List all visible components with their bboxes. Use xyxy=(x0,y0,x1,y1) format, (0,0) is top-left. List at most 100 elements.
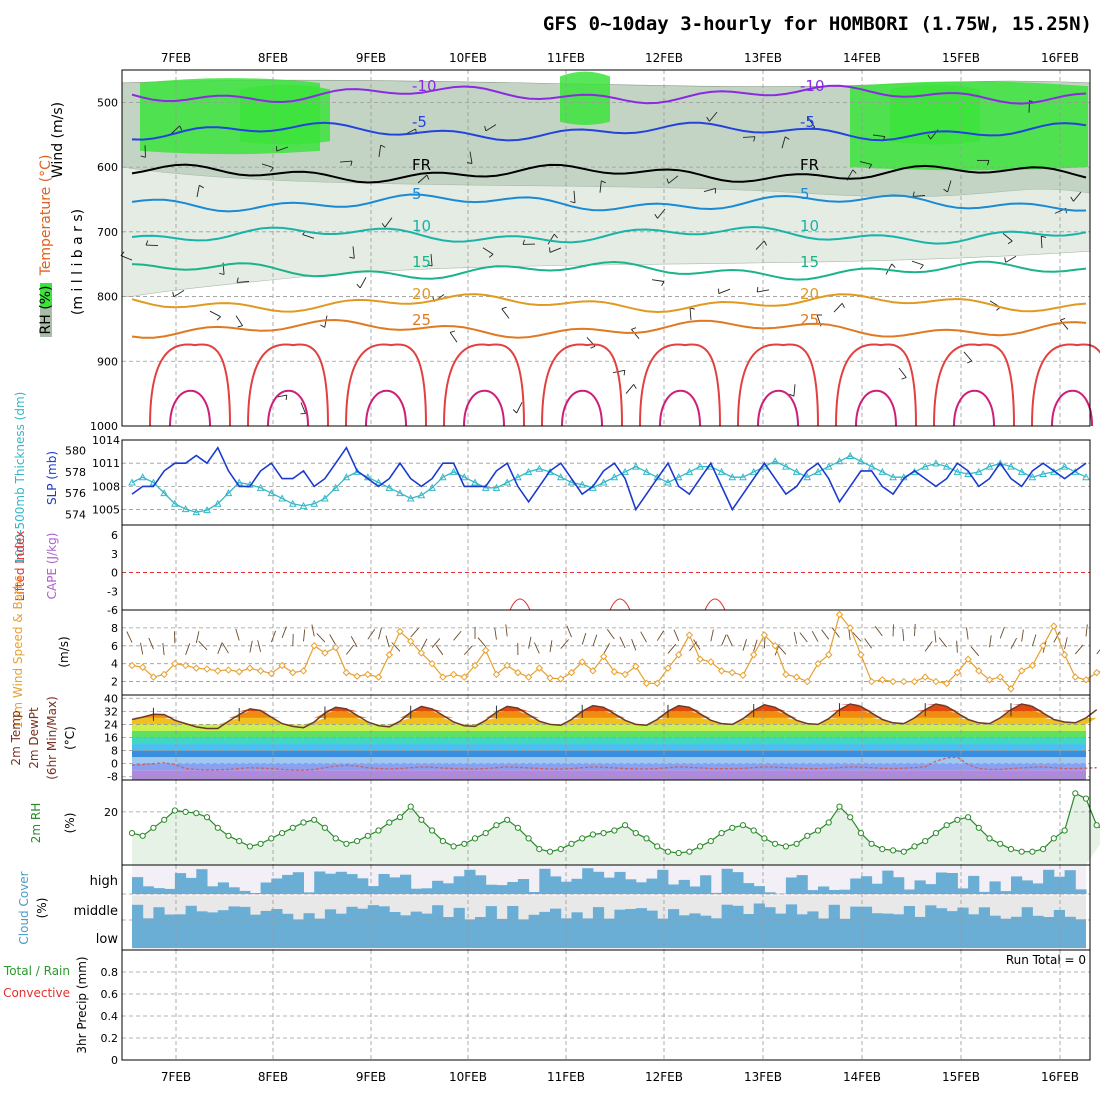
wind10m-marker xyxy=(750,651,758,659)
wind10m-barb xyxy=(603,643,610,655)
wind10m-barb xyxy=(656,630,665,641)
wind-barb xyxy=(236,281,250,283)
wind10m-barb xyxy=(673,629,680,641)
wind10m-barb xyxy=(1010,637,1017,649)
rh2m-marker xyxy=(911,843,918,850)
bottom-date-label: 9FEB xyxy=(356,1070,386,1084)
top-date-label: 13FEB xyxy=(744,51,782,65)
cloud-level-label: high xyxy=(90,874,118,889)
thickness-marker xyxy=(449,467,458,475)
cape-bump xyxy=(704,598,726,611)
dewpt2m-line xyxy=(131,756,1097,771)
wind-barb xyxy=(1059,319,1069,330)
thickness-marker xyxy=(1039,469,1047,477)
wind-barb-flag xyxy=(501,306,507,310)
temp-tick-label: 0 xyxy=(111,758,118,771)
wind10m-marker xyxy=(589,667,597,675)
cloud-high-bar xyxy=(668,884,680,894)
cloud-middle-bar xyxy=(539,911,551,920)
cloud-middle-bar xyxy=(828,904,840,920)
cloud-high-bar xyxy=(1000,891,1012,894)
dewpt2m-side-label: 2m DewPt xyxy=(27,707,41,769)
thickness-marker xyxy=(835,457,844,465)
wind10m-marker xyxy=(578,658,586,666)
slp-line xyxy=(131,446,1087,512)
cloud-high-bar xyxy=(1075,889,1087,894)
wind-barb xyxy=(339,160,353,163)
cloud-high-bar xyxy=(292,872,304,894)
bottom-date-label: 10FEB xyxy=(449,1070,487,1084)
cloud-high-bar xyxy=(689,886,701,894)
cloud-side-label: Cloud Cover xyxy=(17,871,31,944)
cloud-middle-bar xyxy=(475,917,487,920)
wind-barb-flag xyxy=(967,360,972,364)
wind10m-marker xyxy=(492,670,501,679)
temperature-contour-label: FR xyxy=(412,156,431,174)
wind10m-marker xyxy=(610,668,619,676)
surface-isotherm-inner xyxy=(365,389,407,427)
top-date-label: 12FEB xyxy=(645,51,683,65)
wind10m-barb xyxy=(710,629,714,642)
bottom-date-label: 12FEB xyxy=(645,1070,683,1084)
cloud-high-bar xyxy=(657,869,669,894)
wind10m-barb xyxy=(693,639,701,650)
wind-tick-label: 8 xyxy=(111,622,118,635)
temperature-contour-label: 5 xyxy=(412,185,422,203)
wind-barb xyxy=(482,247,494,255)
wind-barb-flag xyxy=(756,287,759,293)
wind-barb-flag xyxy=(553,233,558,239)
wind10m-marker xyxy=(1082,676,1090,684)
wind10m-marker xyxy=(374,673,383,681)
cloud-high-bar xyxy=(217,882,229,894)
surface-isotherm xyxy=(933,343,1015,427)
wind10m-marker xyxy=(524,673,533,681)
cloud-middle-bar xyxy=(732,905,744,920)
wind-barb xyxy=(300,402,306,414)
wind10m-marker xyxy=(310,642,318,650)
wind-barb xyxy=(573,190,576,203)
wind10m-barb xyxy=(198,640,208,651)
wind10m-marker xyxy=(717,667,726,675)
thickness-marker xyxy=(567,478,576,486)
wind-barb-flag xyxy=(1007,240,1013,245)
wind10m-marker xyxy=(192,664,201,672)
thickness-side-labels: 1000-500mb Thickness (dm) SLP (mb) xyxy=(13,392,59,565)
slp-tick-label: 1005 xyxy=(92,504,120,517)
wind10m-barb xyxy=(989,635,992,648)
cloud-middle-bar xyxy=(775,913,787,920)
cloud-high-bar xyxy=(249,893,262,894)
cloud-high-bar xyxy=(871,883,883,894)
rh2m-marker xyxy=(407,803,414,810)
wind-barb xyxy=(657,208,666,219)
thickness-marker xyxy=(288,499,297,507)
rh2m-marker xyxy=(643,835,650,842)
top-date-label: 16FEB xyxy=(1041,51,1079,65)
cloud-middle-bar xyxy=(646,910,658,920)
cloud-middle-bar xyxy=(796,914,808,920)
wind-barb xyxy=(911,260,924,266)
wind-barb xyxy=(651,279,664,282)
cloud-high-bar xyxy=(164,888,176,894)
wind10m-marker xyxy=(674,651,683,659)
cape-bump xyxy=(509,598,531,611)
run-total-annotation: Run Total = 0 xyxy=(1006,953,1086,967)
wind10m-barb xyxy=(463,645,473,656)
wind10m-barb xyxy=(566,625,572,638)
wind10m-barb xyxy=(249,640,253,653)
wind10m-marker xyxy=(664,664,672,672)
temperature-contour-label: 15 xyxy=(800,253,819,271)
wind10m-marker xyxy=(814,659,822,668)
wind10m-marker xyxy=(214,667,222,675)
wind-barb-flag xyxy=(140,155,146,158)
wind-barb-flag xyxy=(852,169,857,174)
cloud-high-bar xyxy=(743,883,755,894)
temp2m-side-label: 2m Temp xyxy=(9,710,23,765)
wind-barb xyxy=(384,217,393,228)
temperature-contour-label: 25 xyxy=(800,311,819,329)
wind-barb xyxy=(755,240,765,250)
wind10m-barb xyxy=(742,639,747,651)
wind10m-marker xyxy=(760,631,769,639)
cloud-high-bar xyxy=(925,884,937,894)
cloud-middle-bar xyxy=(1043,917,1055,920)
wind-barb xyxy=(859,161,872,165)
